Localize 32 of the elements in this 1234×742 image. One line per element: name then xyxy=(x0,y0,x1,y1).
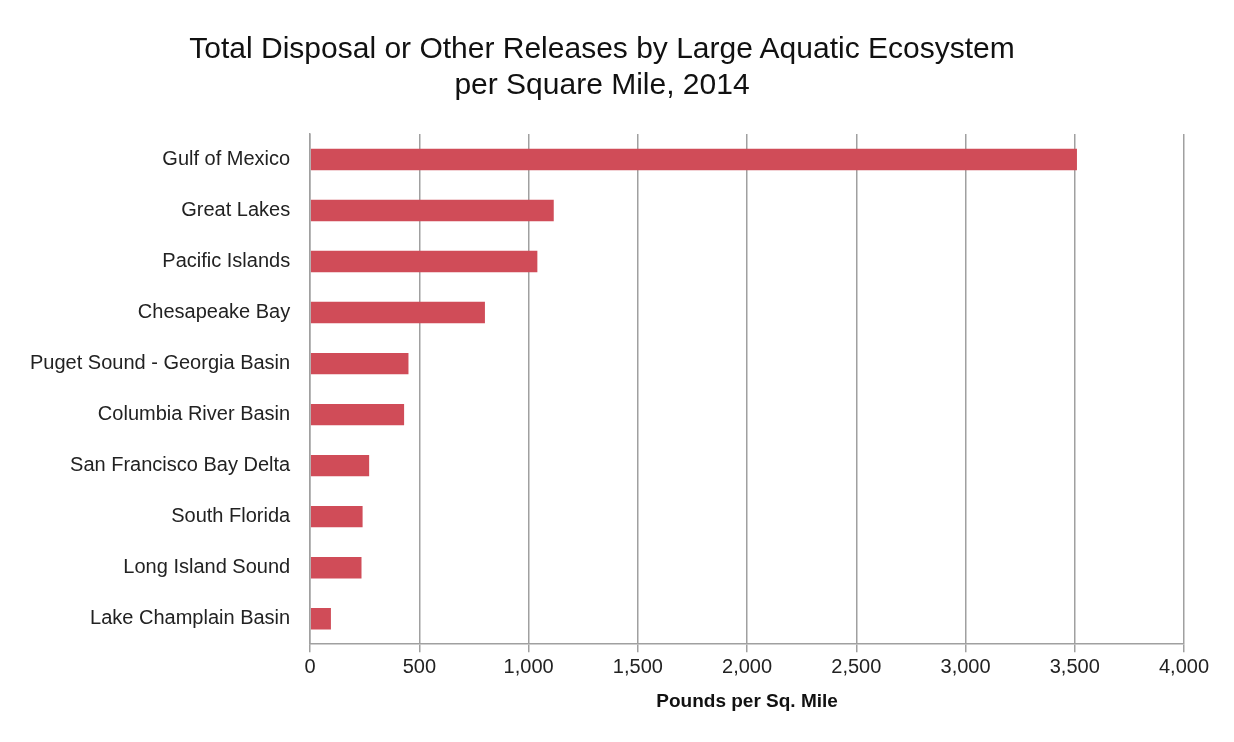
text: per Square Mile, 2014 xyxy=(454,67,750,101)
y-tick-label: South Florida xyxy=(171,504,292,527)
y-tick-label: Great Lakes xyxy=(181,198,291,221)
x-tick-label: 2,500 xyxy=(831,654,882,677)
x-axis-title: Pounds per Sq. Mile xyxy=(656,689,838,711)
y-tick-label: San Francisco Bay Delta xyxy=(70,453,292,476)
y-tick-label: Puget Sound - Georgia Basin xyxy=(29,351,291,374)
y-tick-label: Chesapeake Bay xyxy=(137,300,291,323)
bar xyxy=(310,352,409,375)
x-tick-label: 1,000 xyxy=(503,654,554,677)
x-tick-label: 3,000 xyxy=(940,654,991,677)
y-tick-label: Lake Champlain Basin xyxy=(90,606,291,629)
bar xyxy=(310,607,331,630)
x-tick-label: 1,500 xyxy=(612,654,663,677)
y-tick-label: Gulf of Mexico xyxy=(162,147,291,170)
bar xyxy=(310,250,538,273)
y-tick-label: Pacific Islands xyxy=(162,249,291,272)
x-tick-label: 4,000 xyxy=(1158,654,1210,677)
bar xyxy=(310,454,370,477)
x-tick-label: 500 xyxy=(402,654,437,677)
x-tick-label: 2,000 xyxy=(722,654,773,677)
bar xyxy=(310,148,1077,171)
bar xyxy=(310,199,554,222)
y-tick-label: Long Island Sound xyxy=(123,555,291,578)
bar xyxy=(310,403,405,426)
text: Total Disposal or Other Releases by Large Aquatic Ecosystem xyxy=(189,31,1015,65)
bar xyxy=(310,556,362,579)
x-tick-label: 0 xyxy=(304,654,316,677)
x-tick-label: 3,500 xyxy=(1049,654,1100,677)
y-tick-label: Columbia River Basin xyxy=(97,402,291,425)
bar xyxy=(310,505,363,528)
bar xyxy=(310,301,485,324)
